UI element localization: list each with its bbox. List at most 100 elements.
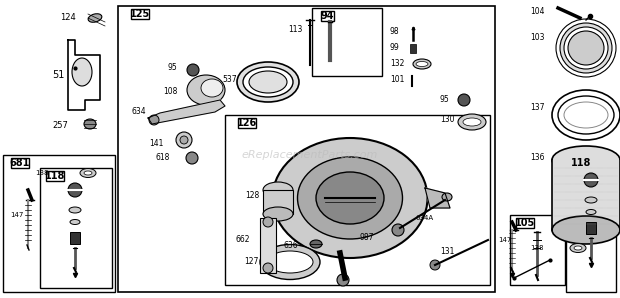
Text: 138: 138 bbox=[530, 245, 544, 251]
Ellipse shape bbox=[552, 90, 620, 140]
Text: 125: 125 bbox=[130, 9, 150, 19]
Ellipse shape bbox=[88, 14, 102, 22]
Ellipse shape bbox=[263, 182, 293, 198]
Ellipse shape bbox=[273, 138, 428, 258]
Text: 130: 130 bbox=[440, 116, 454, 125]
Text: 127: 127 bbox=[244, 257, 259, 266]
Ellipse shape bbox=[69, 207, 81, 213]
Circle shape bbox=[263, 263, 273, 273]
Ellipse shape bbox=[552, 146, 620, 174]
Bar bbox=[572, 158, 590, 168]
Bar bbox=[131, 9, 149, 19]
Circle shape bbox=[458, 94, 470, 106]
Ellipse shape bbox=[249, 71, 287, 93]
Text: 136: 136 bbox=[530, 153, 544, 162]
Text: 537: 537 bbox=[222, 75, 237, 85]
Text: 95: 95 bbox=[167, 63, 177, 72]
Ellipse shape bbox=[243, 67, 293, 97]
Bar bbox=[11, 158, 29, 168]
Ellipse shape bbox=[263, 207, 293, 221]
Text: 634: 634 bbox=[131, 108, 146, 117]
Text: 618: 618 bbox=[155, 153, 169, 162]
Bar bbox=[321, 11, 334, 21]
Text: 138: 138 bbox=[35, 170, 48, 176]
Ellipse shape bbox=[84, 119, 96, 129]
Ellipse shape bbox=[70, 220, 80, 224]
Text: 103: 103 bbox=[530, 33, 544, 43]
Polygon shape bbox=[148, 100, 225, 124]
Bar bbox=[510, 215, 565, 285]
Text: 131: 131 bbox=[440, 248, 454, 257]
Ellipse shape bbox=[298, 157, 402, 239]
Text: 137: 137 bbox=[530, 103, 544, 113]
Ellipse shape bbox=[570, 243, 586, 252]
Bar bbox=[70, 232, 80, 244]
Bar bbox=[312, 8, 382, 76]
Text: 126: 126 bbox=[237, 118, 257, 128]
Text: 634A: 634A bbox=[416, 215, 434, 221]
Text: 681: 681 bbox=[10, 158, 30, 168]
Text: 95: 95 bbox=[440, 95, 450, 105]
Text: 987: 987 bbox=[360, 234, 374, 243]
Ellipse shape bbox=[413, 59, 431, 69]
Bar bbox=[516, 218, 534, 228]
Ellipse shape bbox=[564, 27, 608, 69]
Ellipse shape bbox=[552, 216, 620, 244]
Ellipse shape bbox=[585, 197, 597, 203]
Text: 257: 257 bbox=[52, 120, 68, 130]
Text: 118: 118 bbox=[45, 171, 65, 181]
Circle shape bbox=[584, 173, 598, 187]
Circle shape bbox=[337, 274, 349, 286]
Text: 99: 99 bbox=[390, 44, 400, 52]
Text: 105: 105 bbox=[515, 218, 535, 228]
Ellipse shape bbox=[568, 31, 604, 65]
Text: 636: 636 bbox=[283, 240, 298, 249]
Text: 124: 124 bbox=[60, 13, 76, 23]
Text: 113: 113 bbox=[288, 26, 303, 35]
Circle shape bbox=[186, 152, 198, 164]
Polygon shape bbox=[425, 188, 450, 208]
Circle shape bbox=[392, 224, 404, 236]
Ellipse shape bbox=[201, 79, 223, 97]
Ellipse shape bbox=[574, 246, 582, 250]
Bar bbox=[225, 115, 490, 285]
Circle shape bbox=[149, 115, 159, 125]
Text: 94: 94 bbox=[321, 11, 334, 21]
Circle shape bbox=[180, 136, 188, 144]
Circle shape bbox=[187, 64, 199, 76]
Ellipse shape bbox=[80, 168, 96, 178]
Bar bbox=[410, 44, 416, 53]
Ellipse shape bbox=[260, 244, 320, 280]
Ellipse shape bbox=[586, 209, 596, 215]
Bar bbox=[46, 171, 64, 181]
Ellipse shape bbox=[84, 171, 92, 175]
Ellipse shape bbox=[187, 75, 225, 105]
Text: 104: 104 bbox=[530, 7, 544, 16]
Circle shape bbox=[430, 260, 440, 270]
Text: 128: 128 bbox=[245, 190, 259, 199]
Circle shape bbox=[68, 183, 82, 197]
Bar bbox=[40, 168, 112, 288]
Text: 141: 141 bbox=[149, 139, 164, 148]
Bar bbox=[118, 6, 495, 292]
Ellipse shape bbox=[558, 96, 614, 134]
Text: 98: 98 bbox=[390, 27, 400, 36]
Bar bbox=[586, 222, 596, 234]
Ellipse shape bbox=[442, 193, 452, 201]
Text: 147: 147 bbox=[498, 237, 511, 243]
Text: 101: 101 bbox=[390, 75, 404, 85]
Circle shape bbox=[176, 132, 192, 148]
Ellipse shape bbox=[560, 23, 612, 73]
Text: 662: 662 bbox=[236, 235, 250, 244]
Text: 132: 132 bbox=[390, 60, 404, 69]
Bar bbox=[260, 218, 276, 273]
Ellipse shape bbox=[416, 61, 428, 66]
Ellipse shape bbox=[267, 251, 313, 273]
Bar bbox=[552, 160, 620, 230]
Text: eReplacementParts.com: eReplacementParts.com bbox=[242, 150, 378, 160]
Ellipse shape bbox=[316, 172, 384, 224]
Bar bbox=[238, 118, 255, 128]
Ellipse shape bbox=[458, 114, 486, 130]
Ellipse shape bbox=[310, 240, 322, 248]
Text: 51: 51 bbox=[52, 70, 64, 80]
